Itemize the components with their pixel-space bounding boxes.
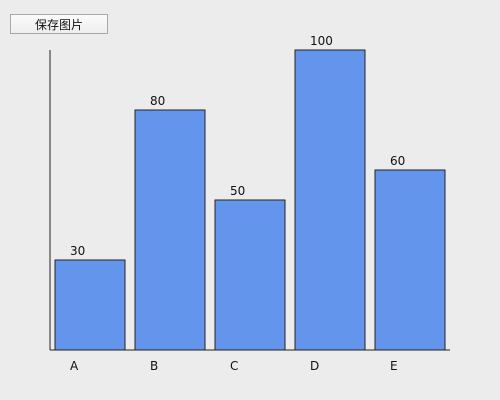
bar-A bbox=[54, 259, 126, 351]
bar-E bbox=[374, 169, 446, 351]
value-label-A: 30 bbox=[70, 244, 85, 258]
bars-layer bbox=[54, 49, 446, 351]
category-label-E: E bbox=[390, 359, 398, 373]
value-label-B: 80 bbox=[150, 94, 165, 108]
bar-D bbox=[294, 49, 366, 351]
save-image-button[interactable]: 保存图片 bbox=[10, 14, 108, 34]
value-label-D: 100 bbox=[310, 34, 333, 48]
bar-B bbox=[134, 109, 206, 351]
bar-C bbox=[214, 199, 286, 351]
category-label-C: C bbox=[230, 359, 238, 373]
value-label-C: 50 bbox=[230, 184, 245, 198]
category-label-D: D bbox=[310, 359, 319, 373]
category-label-A: A bbox=[70, 359, 79, 373]
category-label-B: B bbox=[150, 359, 158, 373]
value-label-E: 60 bbox=[390, 154, 405, 168]
labels-layer: 30 A 80 B 50 C 100 D 60 E bbox=[70, 34, 405, 373]
